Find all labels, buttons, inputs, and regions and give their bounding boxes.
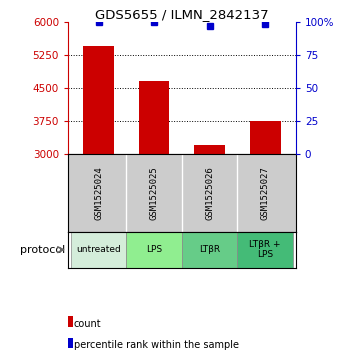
Text: LPS: LPS: [146, 245, 162, 254]
Text: GSM1525025: GSM1525025: [150, 166, 159, 220]
Bar: [126, 232, 182, 268]
Text: LTβR: LTβR: [199, 245, 220, 254]
Text: percentile rank within the sample: percentile rank within the sample: [74, 340, 239, 350]
Bar: [139, 81, 169, 154]
Text: untreated: untreated: [76, 245, 121, 254]
Bar: [182, 232, 237, 268]
Bar: [83, 46, 114, 154]
Bar: [194, 145, 225, 154]
Bar: [250, 121, 280, 154]
Text: LTβR +
LPS: LTβR + LPS: [250, 240, 281, 260]
Text: protocol: protocol: [20, 245, 65, 255]
Text: count: count: [74, 318, 102, 329]
Title: GDS5655 / ILMN_2842137: GDS5655 / ILMN_2842137: [95, 8, 269, 21]
Bar: [237, 232, 293, 268]
Text: GSM1525024: GSM1525024: [94, 166, 103, 220]
Text: GSM1525027: GSM1525027: [261, 166, 270, 220]
Bar: [71, 232, 126, 268]
Text: GSM1525026: GSM1525026: [205, 166, 214, 220]
